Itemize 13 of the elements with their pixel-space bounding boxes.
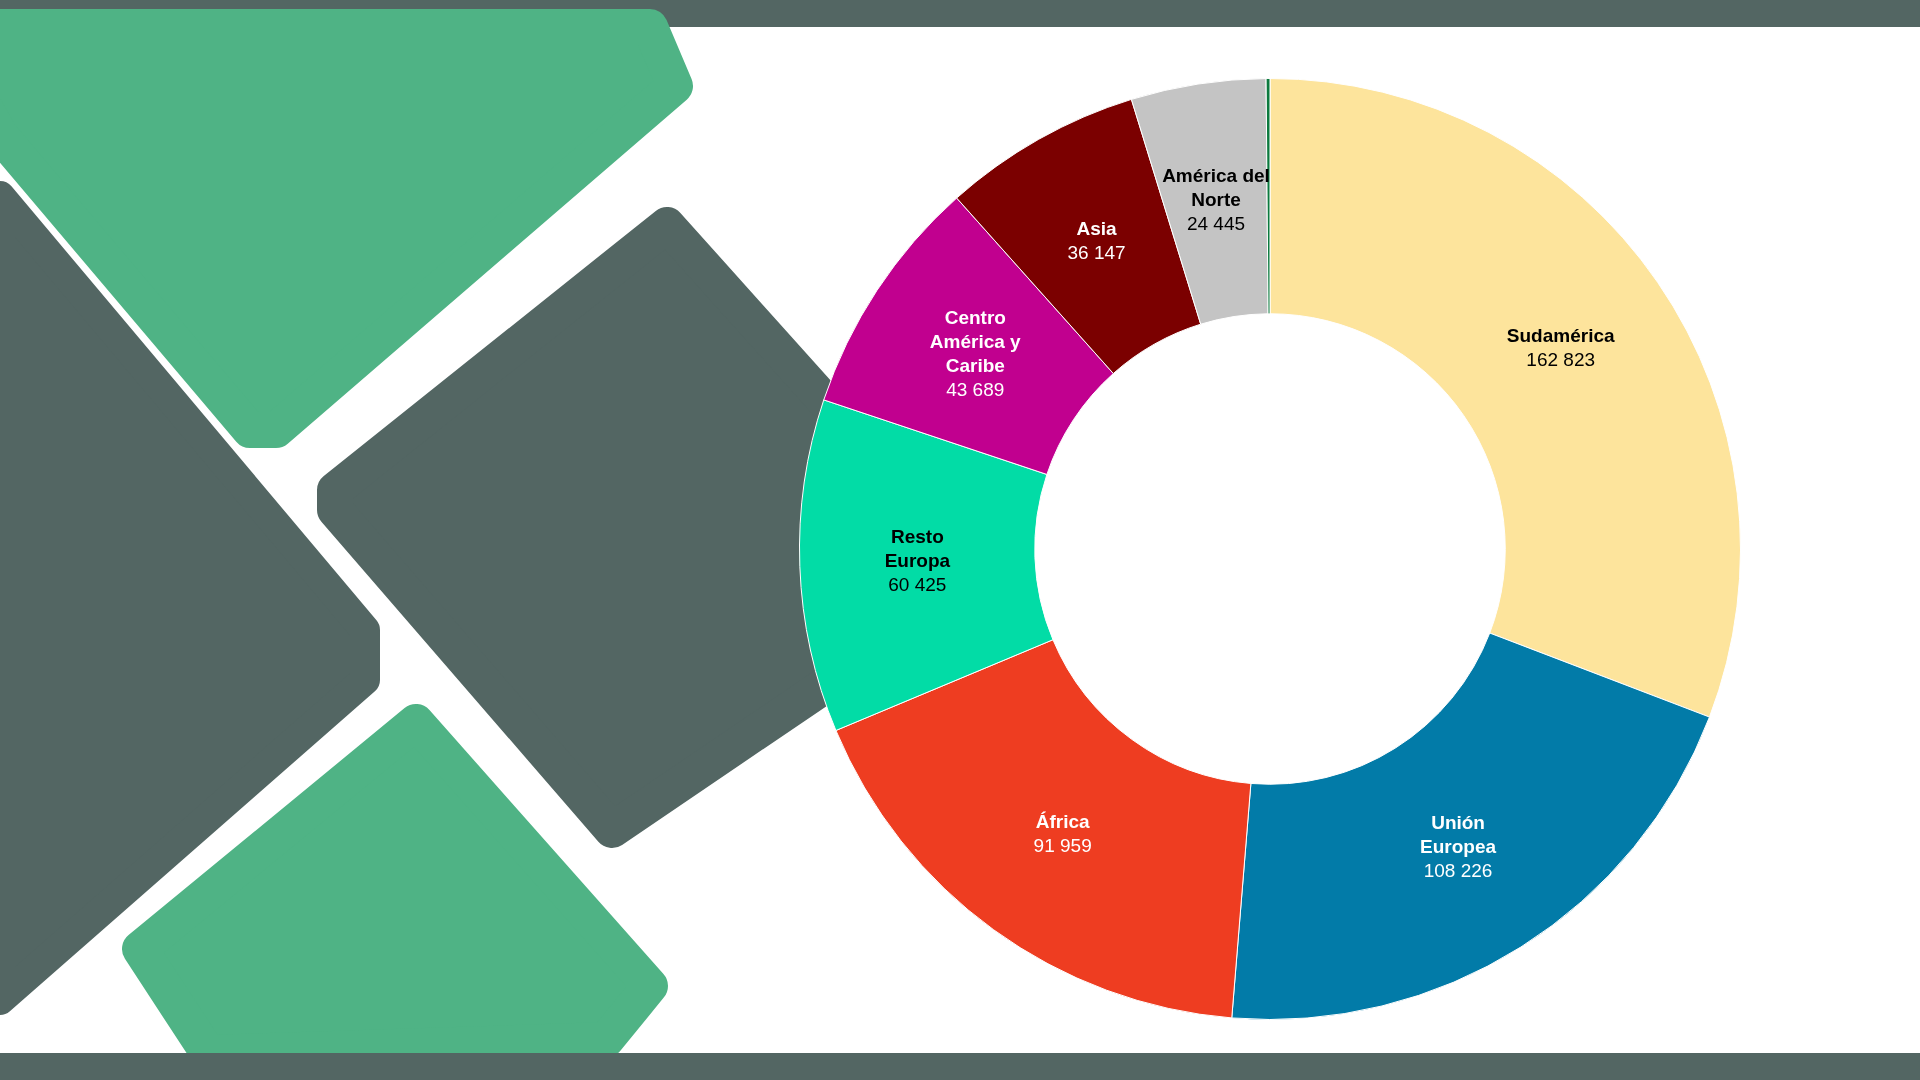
slice-label: Resto Europa [884,526,951,572]
slice-label: África [1035,810,1091,832]
slice-label: Asia [1076,217,1118,239]
slice-label: Centro América y Caribe [929,307,1022,377]
data-label: 108 226 [1423,859,1493,881]
data-label: 36 147 [1067,241,1126,263]
data-label: 24 445 [1186,212,1246,234]
slice-label: Unión Europea [1420,811,1497,857]
data-label: 60 425 [888,574,947,596]
data-label: 43 689 [946,379,1005,401]
slice-label: Sudamérica [1506,325,1615,347]
data-label: 91 959 [1033,834,1092,856]
data-label: 162 823 [1526,349,1596,371]
